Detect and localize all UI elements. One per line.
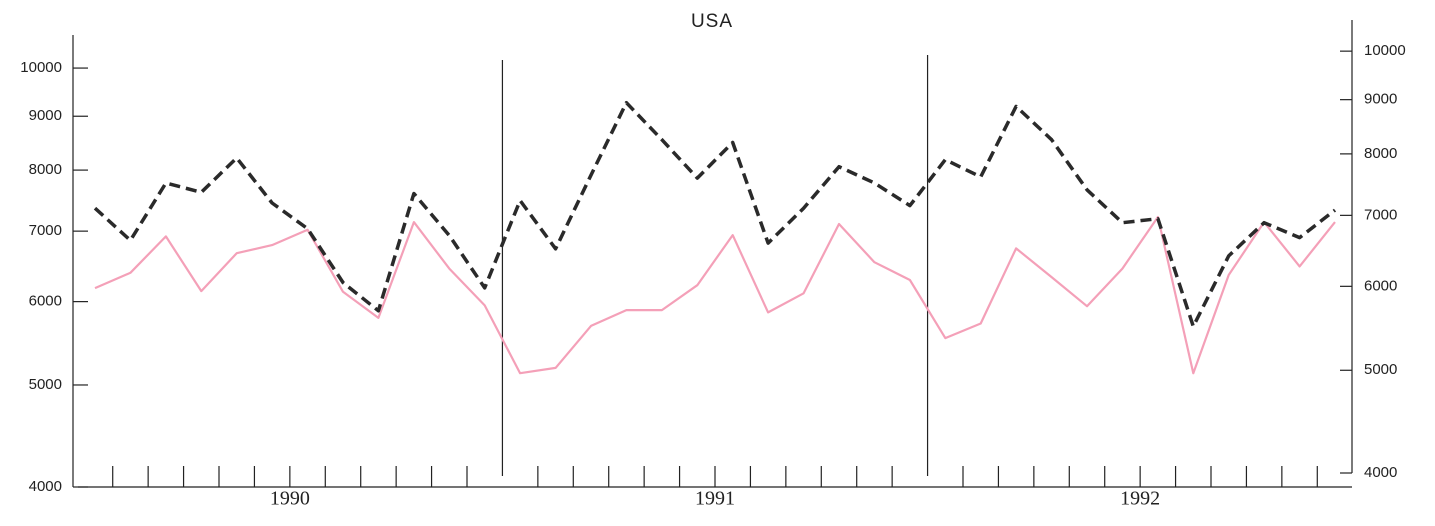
x-tick-label: 1992 xyxy=(1120,488,1160,510)
y2-tick-label: 8000 xyxy=(1364,145,1397,162)
y-tick-label: 7000 xyxy=(29,222,62,239)
y2-tick-label: 10000 xyxy=(1364,42,1406,59)
y2-tick-label: 6000 xyxy=(1364,277,1397,294)
y-tick-label: 6000 xyxy=(29,293,62,310)
y-tick-label: 4000 xyxy=(29,478,62,495)
y-tick-label: 5000 xyxy=(29,376,62,393)
y-tick-label: 8000 xyxy=(29,161,62,178)
series-line xyxy=(93,100,1337,329)
series-line xyxy=(94,215,1336,375)
y2-tick-label: 9000 xyxy=(1364,91,1397,108)
y2-tick-label: 7000 xyxy=(1364,206,1397,223)
x-tick-label: 1991 xyxy=(695,488,735,510)
y-tick-label: 9000 xyxy=(29,107,62,124)
y-tick-label: 10000 xyxy=(20,59,62,76)
y2-tick-label: 4000 xyxy=(1364,464,1397,481)
chart-title: USA xyxy=(691,11,733,32)
y2-tick-label: 5000 xyxy=(1364,361,1397,378)
x-tick-label: 1990 xyxy=(270,488,310,510)
